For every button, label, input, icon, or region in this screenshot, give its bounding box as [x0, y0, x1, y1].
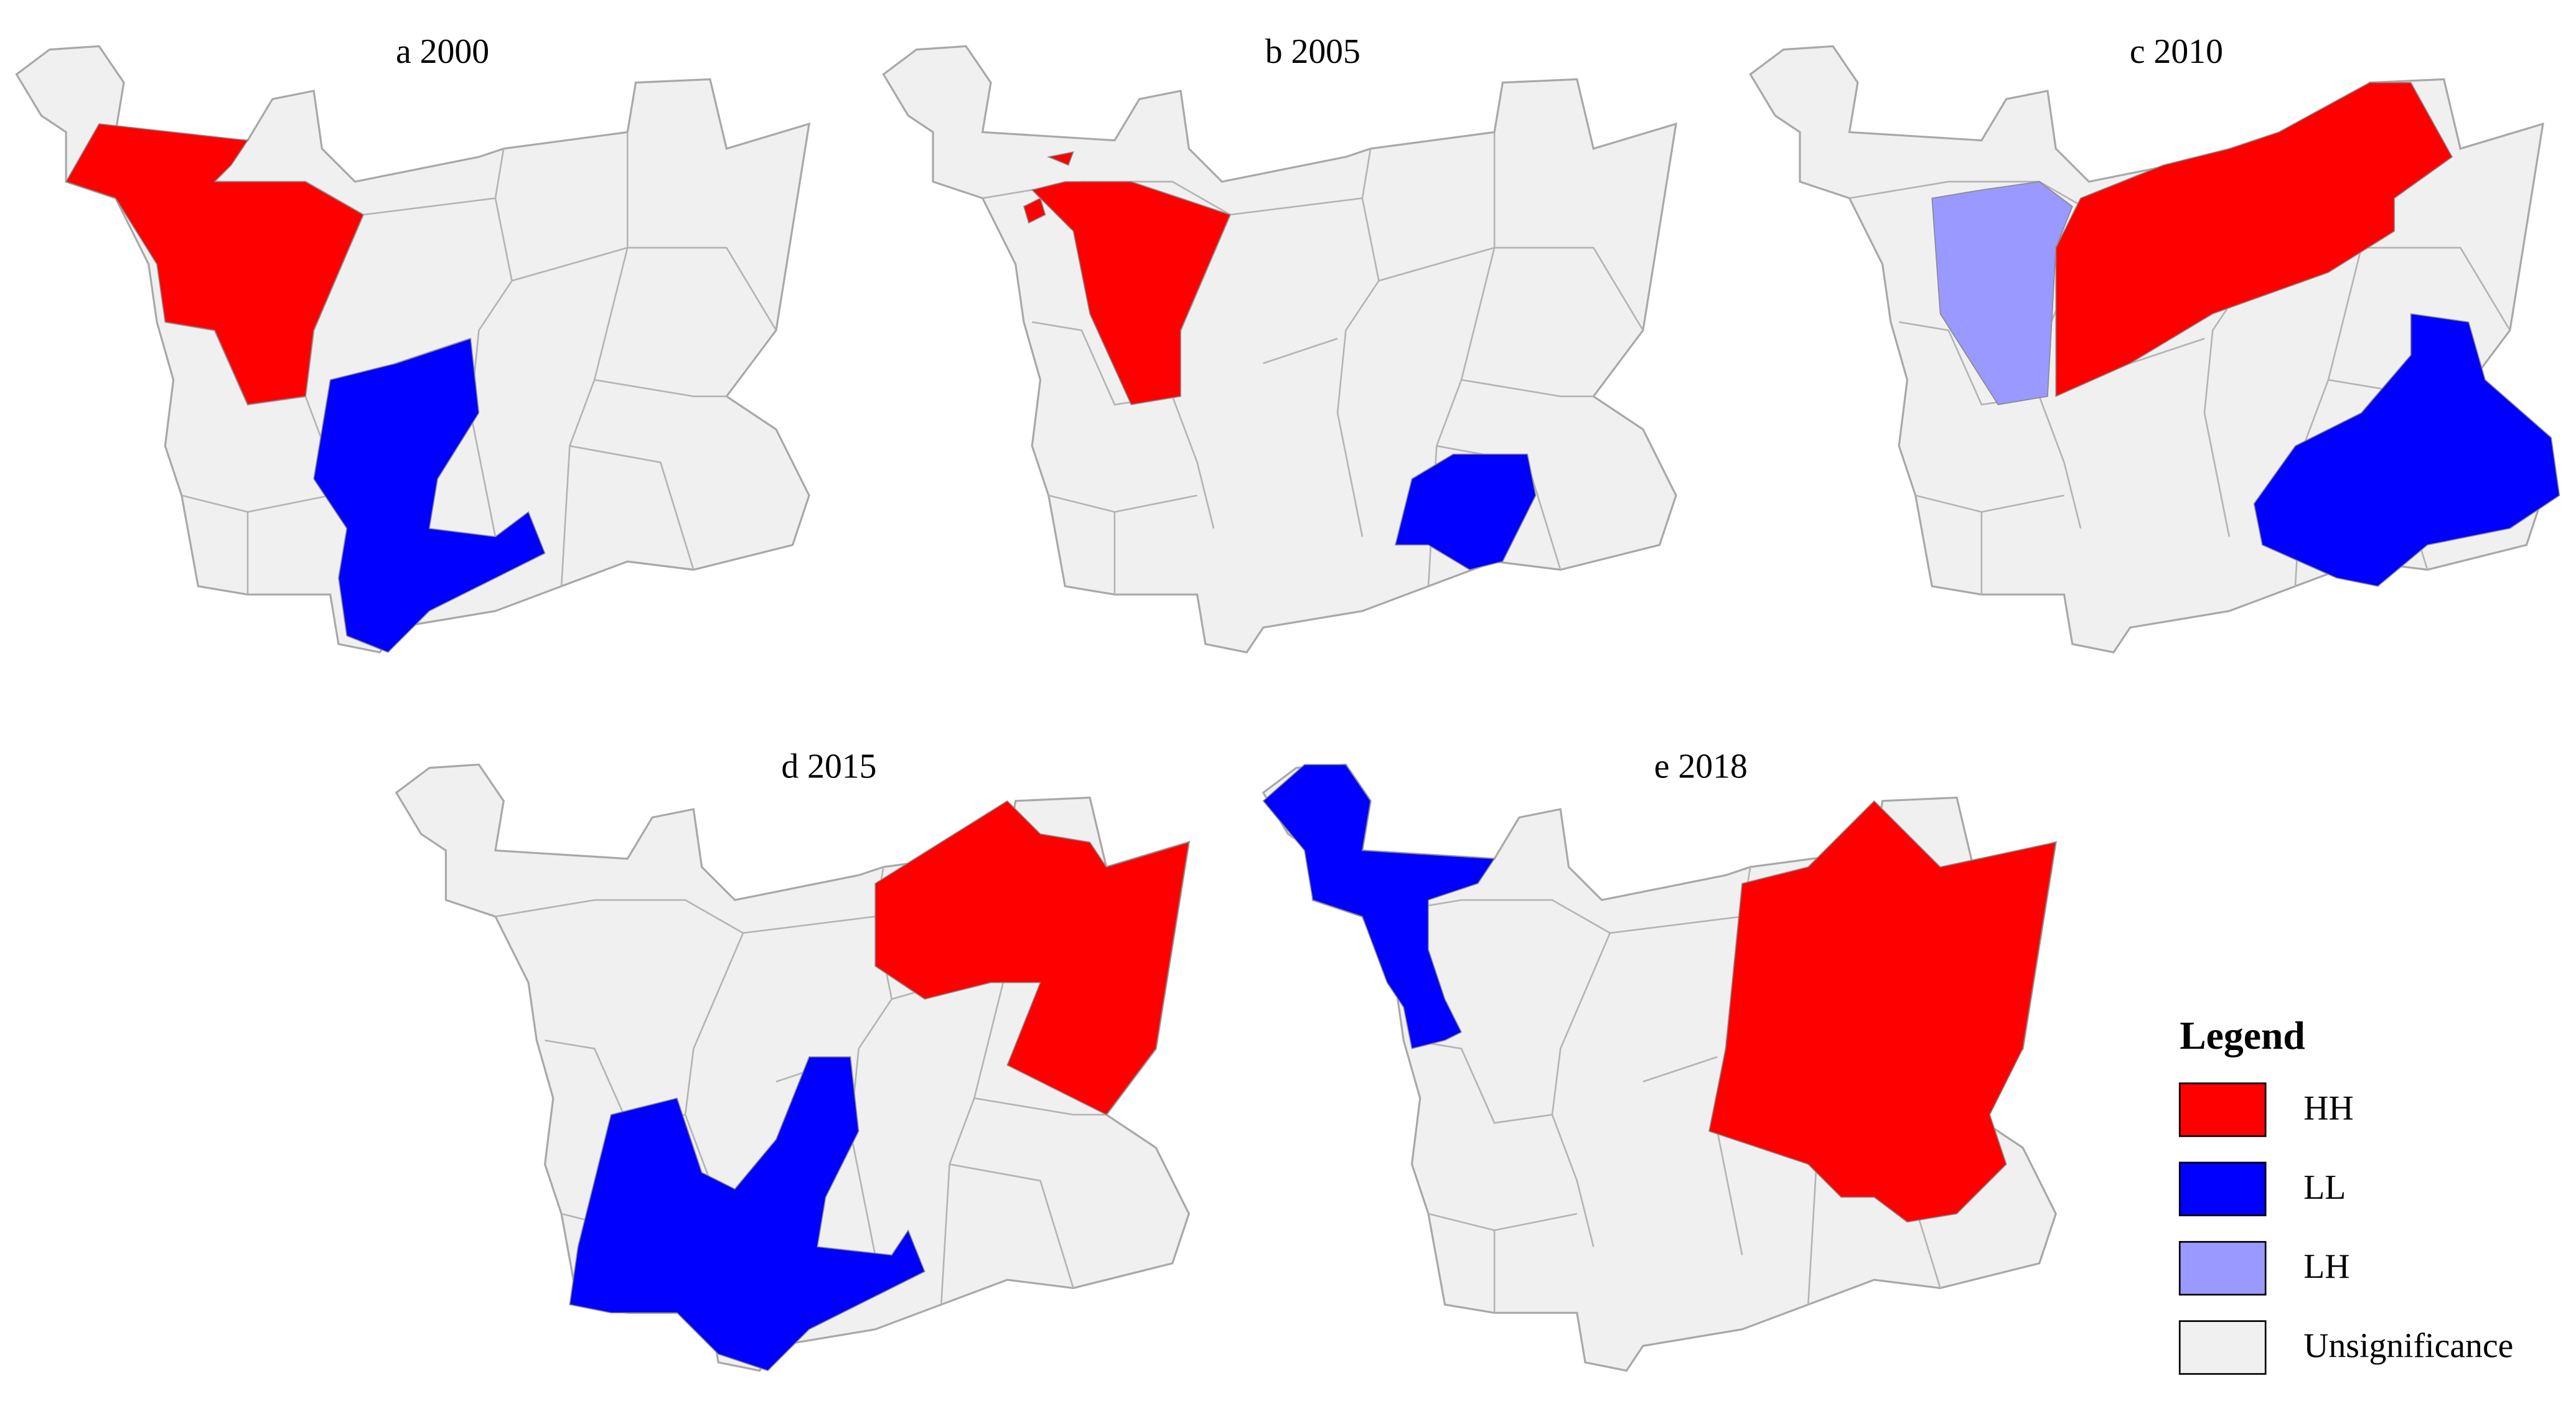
panel-title: d 2015 — [781, 748, 876, 786]
hh-region — [1031, 181, 1231, 405]
panel-a: a 2000 — [15, 32, 810, 654]
legend-label: LL — [2303, 1168, 2346, 1207]
hh-region — [65, 123, 364, 405]
hh-region — [1023, 151, 1074, 224]
legend-label: LH — [2303, 1247, 2349, 1286]
legend-swatch — [2178, 1320, 2267, 1375]
ll-region — [1394, 453, 1537, 571]
ll-region — [313, 337, 546, 653]
legend-swatch — [2178, 1240, 2267, 1296]
panel-d: d 2015 — [395, 748, 1190, 1372]
hh-region — [1708, 800, 2057, 1223]
legend: Legend HH LL LH Unsignificance — [2178, 1013, 2513, 1375]
basemap — [882, 45, 1677, 654]
legend-swatch — [2178, 1082, 2267, 1137]
panel-c: c 2010 — [1749, 32, 2560, 654]
ll-region — [1262, 764, 1496, 1049]
ll-region — [569, 1056, 925, 1372]
panel-b: b 2005 — [882, 32, 1677, 654]
legend-swatch — [2178, 1161, 2267, 1217]
hh-region — [874, 800, 1190, 1115]
legend-label: HH — [2303, 1089, 2353, 1127]
legend-title: Legend — [2180, 1013, 2305, 1057]
panel-title: e 2018 — [1654, 748, 1748, 786]
ll-region — [2253, 313, 2560, 587]
panel-title: a 2000 — [396, 32, 489, 71]
panel-title: c 2010 — [2130, 32, 2223, 71]
legend-label: Unsignificance — [2303, 1326, 2513, 1365]
panel-e: e 2018 — [1262, 748, 2057, 1372]
hh-region — [2055, 82, 2453, 398]
panel-title: b 2005 — [1265, 32, 1361, 71]
